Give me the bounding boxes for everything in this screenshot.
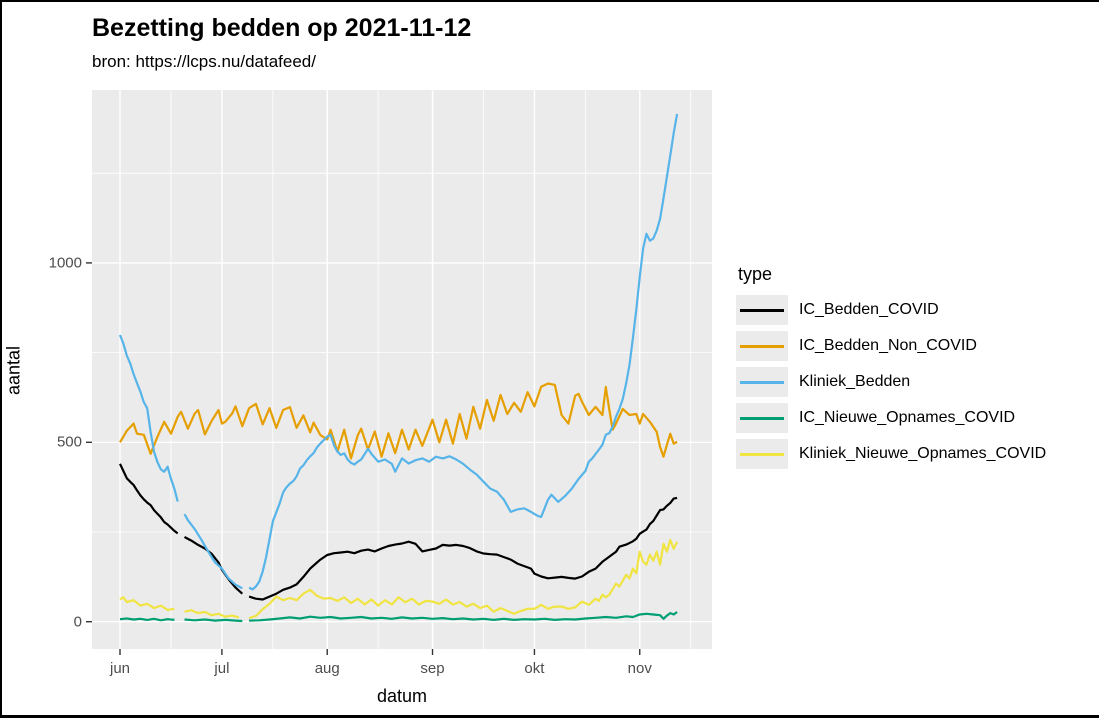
legend-label: Kliniek_Nieuwe_Opnames_COVID	[799, 445, 1047, 462]
x-tick-label-jun: jun	[109, 660, 131, 677]
x-tick-label-nov: nov	[627, 660, 652, 677]
legend-label: Kliniek_Bedden	[799, 373, 911, 390]
legend-key-swatch	[736, 295, 788, 325]
legend-item-Kliniek_Nieuwe_Opnames_COVID: Kliniek_Nieuwe_Opnames_COVID	[736, 439, 1096, 469]
series-line-IC_Nieuwe_Opnames_COVID	[119, 611, 678, 623]
legend-key-swatch	[736, 367, 788, 397]
y-tick-label-500: 500	[56, 433, 82, 451]
x-tick-label-sep: sep	[420, 660, 445, 677]
legend-key-swatch	[736, 439, 788, 469]
y-tick-label-0: 0	[73, 613, 82, 631]
series-line-IC_Bedden_Non_COVID	[119, 382, 678, 460]
legend-key-line	[740, 452, 784, 456]
legend-label: IC_Bedden_Non_COVID	[799, 337, 977, 354]
y-tick-label-1000: 1000	[48, 254, 82, 272]
y-axis-title: aantal	[3, 345, 24, 396]
x-tick-label-okt: okt	[524, 660, 545, 677]
series-line-IC_Bedden_COVID	[119, 463, 678, 601]
legend: type IC_Bedden_COVID IC_Bedden_Non_COVID K…	[736, 264, 1096, 475]
chart-subtitle: bron: https://lcps.nu/datafeed/	[92, 52, 316, 71]
legend-item-Kliniek_Bedden: Kliniek_Bedden	[736, 367, 1096, 397]
legend-item-IC_Nieuwe_Opnames_COVID: IC_Nieuwe_Opnames_COVID	[736, 403, 1096, 433]
x-tick-label-jul: jul	[214, 660, 230, 677]
legend-item-IC_Bedden_Non_COVID: IC_Bedden_Non_COVID	[736, 331, 1096, 361]
legend-key-swatch	[736, 331, 788, 361]
panel-background	[92, 90, 712, 649]
series-line-Kliniek_Nieuwe_Opnames_COVID	[119, 538, 679, 620]
legend-label: IC_Bedden_COVID	[799, 301, 939, 318]
legend-key-line	[740, 380, 784, 384]
legend-items: IC_Bedden_COVID IC_Bedden_Non_COVID Klinie…	[736, 295, 1096, 469]
legend-key-line	[740, 344, 784, 348]
legend-title: type	[738, 264, 773, 284]
x-axis-title: datum	[376, 686, 428, 706]
legend-key-swatch	[736, 403, 788, 433]
x-tick-label-aug: aug	[314, 660, 340, 677]
series-line-Kliniek_Bedden	[118, 113, 679, 591]
legend-label: IC_Nieuwe_Opnames_COVID	[799, 409, 1016, 426]
chart-title: Bezetting bedden op 2021-11-12	[92, 14, 472, 42]
legend-item-IC_Bedden_COVID: IC_Bedden_COVID	[736, 295, 1096, 325]
legend-key-line	[740, 308, 784, 312]
legend-key-line	[740, 416, 784, 420]
